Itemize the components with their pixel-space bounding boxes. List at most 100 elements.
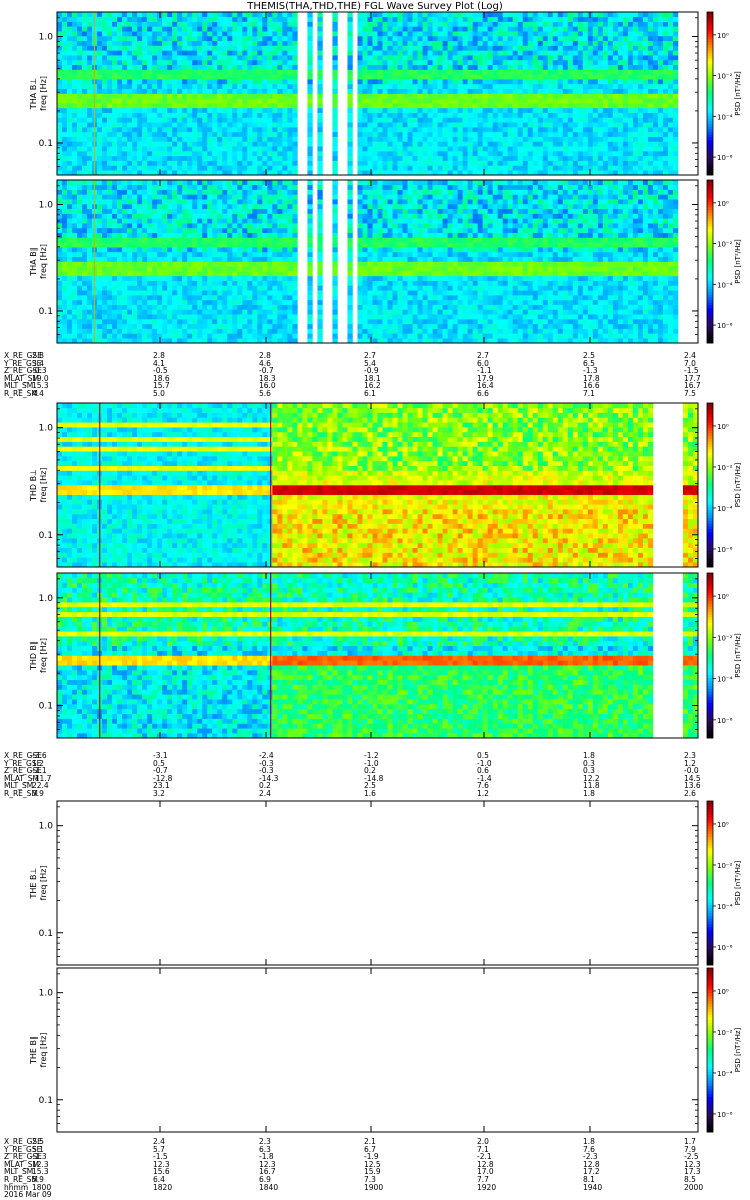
ephemeris-value: 3.2 (153, 789, 165, 798)
ephemeris-value: 4.4 (32, 389, 44, 398)
y-tick-label: 1.0 (39, 424, 54, 434)
ephemeris-value: 1800 (32, 1182, 52, 1192)
ephemeris-value: 1940 (583, 1182, 603, 1192)
plot-title: THEMIS(THA,THD,THE) FGL Wave Survey Plot… (247, 1, 503, 12)
colorbar-label: PSD [nT²/Hz] (734, 462, 742, 507)
colorbar-tick-label: 10⁻² (717, 464, 733, 472)
colorbar-tha-bpar: 10⁰ 10⁻² 10⁻⁴ 10⁻⁶ PSD [nT²/Hz] (706, 179, 742, 344)
colorbar-tick-label: 10⁰ (717, 423, 729, 431)
ephemeris-value: 7.1 (583, 389, 595, 398)
ephemeris-value: 17.8 (583, 373, 600, 383)
panel-frame (56, 179, 699, 344)
ephemeris-value: 15.3 (32, 381, 49, 391)
ephemeris-value: 0.3 (583, 758, 595, 768)
ephemeris-value: 2.7 (364, 351, 376, 360)
ephemeris-value: 17.7 (684, 373, 701, 383)
colorbar-tick-label: 10⁻⁶ (717, 322, 733, 330)
colorbar-tha-bperp: 10⁰ 10⁻² 10⁻⁴ 10⁻⁶ PSD [nT²/Hz] (706, 11, 742, 176)
ephemeris-value: 7.1 (477, 1144, 489, 1154)
ephemeris-value: 1.6 (364, 789, 376, 798)
y-axis-label: THA B∥ (29, 247, 38, 276)
colorbar-tick-label: 10⁻² (717, 634, 733, 642)
ephemeris-value: 5.0 (153, 389, 165, 398)
ephemeris-value: -3.1 (153, 751, 168, 760)
ephemeris-value: 15.6 (153, 1167, 170, 1177)
panel-tha-bpar: 1.0 0.1 THA B∥ freq [Hz] 10⁰ 10⁻² 10⁻⁴ 10⁻⁶ PSD … (29, 179, 742, 344)
colorbar-tick-label: 10⁻⁶ (717, 717, 733, 725)
ephemeris-value: 12.8 (477, 1159, 494, 1169)
spectrogram-thd-bperp (57, 403, 699, 568)
y-tick-label: 1.0 (39, 989, 54, 999)
y-axis-label: THD B∥ (29, 641, 38, 671)
ephemeris-value: -1.5 (684, 366, 699, 376)
ephemeris-value: 2.1 (364, 1137, 376, 1146)
ephemeris-value: -2.1 (477, 1152, 492, 1162)
ephemeris-value: 2.5 (583, 351, 595, 360)
panel-thd-bperp: 1.0 0.1 THD B⊥ freq [Hz] 10⁰ 10⁻² 10⁻⁴ 10⁻⁶ PSD … (29, 402, 742, 568)
ephemeris-row-label: MLAT_SM (4, 773, 39, 783)
ephemeris-value: 0.3 (583, 766, 595, 776)
y-tick-label: 0.1 (39, 1096, 53, 1106)
ephemeris-value: 5.9 (32, 1175, 44, 1184)
ephemeris-value: -0.3 (32, 366, 47, 376)
colorbar-tick-label: 10⁻² (717, 73, 733, 81)
ephemeris-value: -1.0 (477, 758, 492, 768)
colorbar-tick-label: 10⁻² (717, 1029, 733, 1037)
y-axis-label: THE B⊥ (29, 867, 38, 899)
y-axis-unit-label: freq [Hz] (39, 76, 48, 111)
ephemeris-value: 17.0 (477, 1167, 494, 1177)
ephemeris-value: 16.2 (364, 381, 381, 391)
ephemeris-value: 17.9 (477, 373, 494, 383)
ephemeris-row-label: hhmm (4, 1182, 29, 1192)
ephemeris-value: -1.2 (364, 751, 379, 760)
ephemeris-value: 2.3 (259, 1137, 271, 1146)
colorbar-tick-label: 10⁰ (717, 593, 729, 601)
ephemeris-row-label: MLAT_SM (4, 373, 39, 383)
ephemeris-value: 1920 (477, 1182, 497, 1192)
ephemeris-value: 2.4 (684, 351, 696, 360)
ephemeris-value: 6.7 (364, 1144, 376, 1154)
ephemeris-value: -0.0 (684, 766, 699, 776)
ephemeris-value: 3.9 (32, 789, 44, 798)
ephemeris-value: 5.6 (259, 389, 271, 398)
colorbar-tick-label: 10⁰ (717, 32, 729, 40)
ephemeris-value: 6.6 (477, 389, 489, 398)
ephemeris-value: 12.2 (583, 773, 600, 783)
colorbar-thd-bperp: 10⁰ 10⁻² 10⁻⁴ 10⁻⁶ PSD [nT²/Hz] (706, 402, 742, 568)
ephemeris-value: 6.5 (583, 358, 595, 368)
ephemeris-value: -0.7 (259, 366, 274, 376)
ephemeris-value: 17.2 (583, 1167, 600, 1177)
ephemeris-value: 5.4 (364, 358, 376, 368)
panel-the-bpar: 1.0 0.1 THE B∥ freq [Hz] 10⁰ 10⁻² 10⁻⁴ 10⁻⁶ PSD … (29, 967, 742, 1133)
y-axis-unit-label: freq [Hz] (39, 1033, 48, 1068)
ephemeris-value: -2.5 (684, 1152, 699, 1162)
panel-frame (56, 800, 699, 966)
ephemeris-value: 1840 (259, 1182, 279, 1192)
colorbar-label: PSD [nT²/Hz] (734, 71, 742, 116)
y-tick-label: 0.1 (39, 929, 53, 939)
colorbar-tick-label: 10⁻⁴ (717, 1070, 733, 1078)
colorbar-tick-label: 10⁻⁶ (717, 944, 733, 952)
ephemeris-value: 17.3 (684, 1167, 701, 1177)
ephemeris-value: -1.0 (364, 758, 379, 768)
ephemeris-row-label: Z_RE_GSE (4, 366, 42, 376)
ephemeris-value: -3.6 (32, 751, 47, 760)
ephemeris-value: 1.7 (684, 1137, 696, 1146)
ephemeris-value: 4.1 (153, 358, 165, 368)
ephemeris-row-label: X_RE_GSE (4, 1137, 42, 1146)
ephemeris-value: -0.5 (153, 366, 168, 376)
y-tick-label: 0.1 (39, 307, 53, 317)
ephemeris-value: 6.1 (364, 389, 376, 398)
ephemeris-value: -1.9 (364, 1152, 379, 1162)
ephemeris-value: 18.3 (259, 373, 276, 383)
colorbar-tick-label: 10⁻⁴ (717, 281, 733, 289)
panel-tha-bperp: 1.0 0.1 THA B⊥ freq [Hz] 10⁰ 10⁻² 10⁻⁴ 10⁻⁶ PSD … (29, 11, 742, 176)
ephemeris-value: -1.8 (259, 1152, 274, 1162)
colorbar-tick-label: 10⁻⁴ (717, 676, 733, 684)
ephemeris-value: -12.8 (153, 773, 173, 783)
y-tick-label: 1.0 (39, 822, 54, 832)
colorbar-tick-label: 10⁻⁴ (717, 903, 733, 911)
ephemeris-value: 0.5 (477, 751, 489, 760)
ephemeris-value: 1.8 (583, 1137, 595, 1146)
